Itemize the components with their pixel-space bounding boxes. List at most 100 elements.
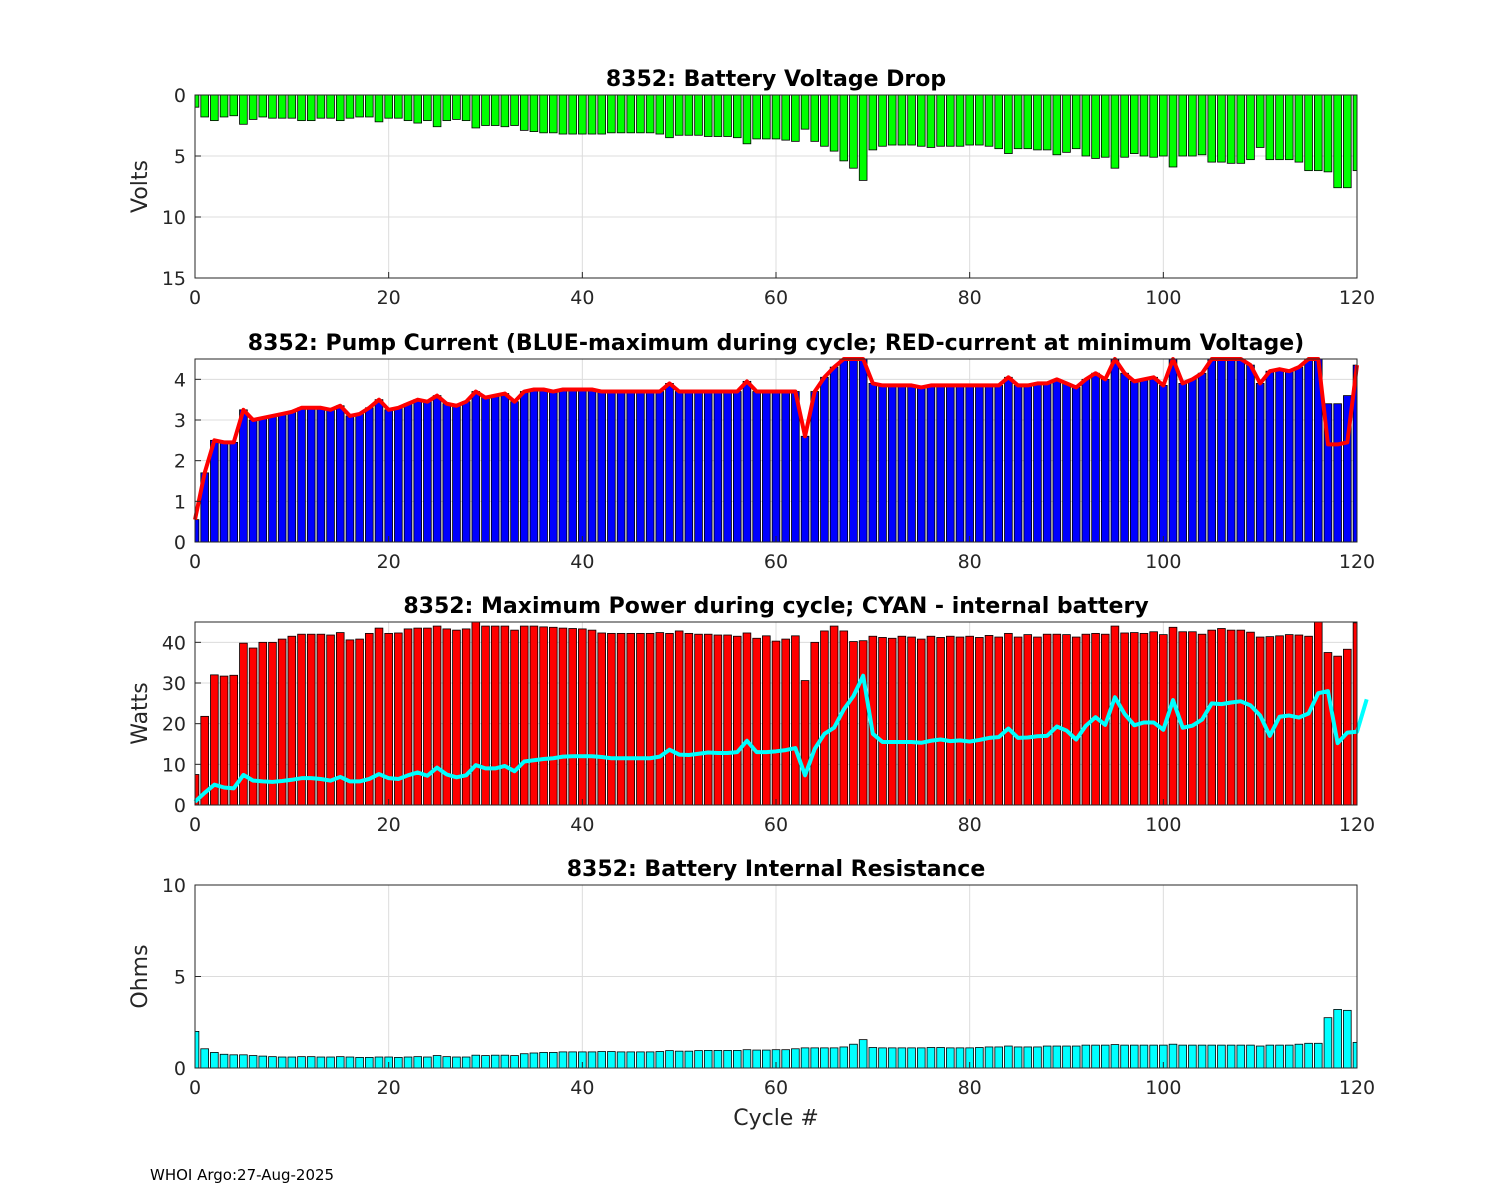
bar	[597, 94, 606, 135]
bar	[1255, 382, 1265, 543]
bar	[849, 358, 858, 543]
bar	[1004, 1045, 1013, 1069]
bar	[452, 405, 461, 543]
bar	[1294, 1043, 1304, 1069]
bar	[1159, 385, 1168, 543]
bar	[1217, 358, 1226, 543]
bar	[1033, 382, 1042, 543]
y-tick-label: 40	[162, 632, 186, 654]
bar	[1004, 376, 1013, 543]
bar	[539, 1052, 548, 1069]
y-axis-label: Ohms	[128, 944, 153, 1008]
bar	[771, 94, 781, 140]
bar	[200, 94, 209, 118]
bar	[1091, 94, 1100, 159]
bar	[1149, 1044, 1158, 1069]
bar	[374, 1056, 384, 1069]
bar	[694, 391, 703, 543]
bar	[713, 94, 723, 137]
bar	[1275, 368, 1284, 543]
bar	[907, 636, 916, 806]
x-tick-label: 80	[958, 1077, 982, 1099]
bar	[936, 1047, 945, 1069]
x-axis-label: Cycle #	[733, 1106, 819, 1131]
bars	[194, 94, 1358, 189]
bar	[248, 1055, 258, 1069]
bar	[471, 1054, 481, 1069]
bar	[239, 1054, 248, 1069]
bar	[645, 632, 655, 806]
bar	[916, 387, 926, 543]
bar	[820, 630, 829, 806]
bar	[539, 94, 548, 134]
x-tick-label: 60	[764, 814, 788, 836]
x-tick-label: 20	[377, 551, 401, 573]
bar	[384, 409, 393, 543]
bar	[975, 385, 984, 543]
bar	[403, 628, 413, 806]
x-tick-label: 80	[958, 287, 982, 309]
bar	[258, 417, 268, 543]
bar	[984, 385, 994, 543]
x-tick-label: 120	[1339, 287, 1375, 309]
bar	[1197, 372, 1207, 543]
bar	[1052, 378, 1062, 543]
bar	[335, 1056, 345, 1069]
bar	[326, 409, 335, 543]
bar	[626, 94, 636, 134]
bar	[781, 1049, 790, 1069]
x-tick-label: 0	[189, 1077, 201, 1099]
bar	[1013, 385, 1023, 543]
bar	[674, 94, 684, 136]
bar	[587, 629, 597, 806]
bar	[587, 94, 597, 135]
bar	[461, 401, 471, 543]
bar	[897, 1047, 907, 1069]
bar	[1236, 358, 1246, 543]
bar	[1071, 636, 1081, 806]
y-axis-label: Watts	[128, 682, 153, 745]
bar	[194, 519, 200, 543]
bar	[1197, 94, 1207, 156]
y-tick-label: 10	[162, 754, 186, 776]
bar	[287, 411, 297, 543]
bar	[665, 1050, 674, 1069]
bar	[490, 395, 500, 543]
bar	[791, 391, 800, 543]
bar	[529, 625, 539, 806]
bar	[248, 419, 258, 543]
bar	[926, 385, 936, 543]
bar	[1081, 633, 1091, 806]
bar	[936, 385, 945, 543]
bar	[703, 391, 713, 543]
bar	[684, 391, 694, 543]
chart-title: 8352: Battery Voltage Drop	[606, 67, 946, 92]
bar	[277, 413, 287, 543]
bar	[403, 403, 413, 543]
bar	[210, 94, 219, 122]
series-line	[193, 357, 1359, 521]
bar	[849, 641, 858, 806]
bar	[723, 634, 732, 806]
bar	[616, 1051, 626, 1069]
bar	[897, 385, 907, 543]
bar	[1120, 94, 1129, 158]
bar	[636, 1051, 645, 1069]
bar	[820, 94, 829, 147]
bar	[1294, 94, 1304, 163]
bar	[829, 366, 839, 543]
bar	[994, 385, 1003, 543]
bar	[490, 625, 500, 806]
x-tick-label: 40	[570, 287, 594, 309]
bar	[626, 1051, 636, 1069]
bar	[394, 407, 403, 543]
bar	[1294, 366, 1304, 543]
bar	[597, 391, 606, 543]
bar	[868, 382, 878, 543]
bar	[1120, 372, 1129, 543]
bar	[1042, 633, 1052, 806]
bar	[549, 626, 558, 806]
bar	[297, 1056, 306, 1069]
bar	[1139, 378, 1149, 543]
chart-title: 8352: Pump Current (BLUE-maximum during …	[248, 331, 1304, 356]
